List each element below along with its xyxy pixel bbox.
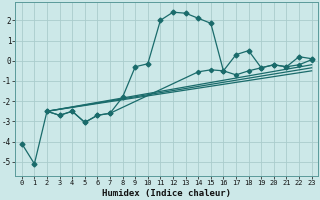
X-axis label: Humidex (Indice chaleur): Humidex (Indice chaleur) (102, 189, 231, 198)
